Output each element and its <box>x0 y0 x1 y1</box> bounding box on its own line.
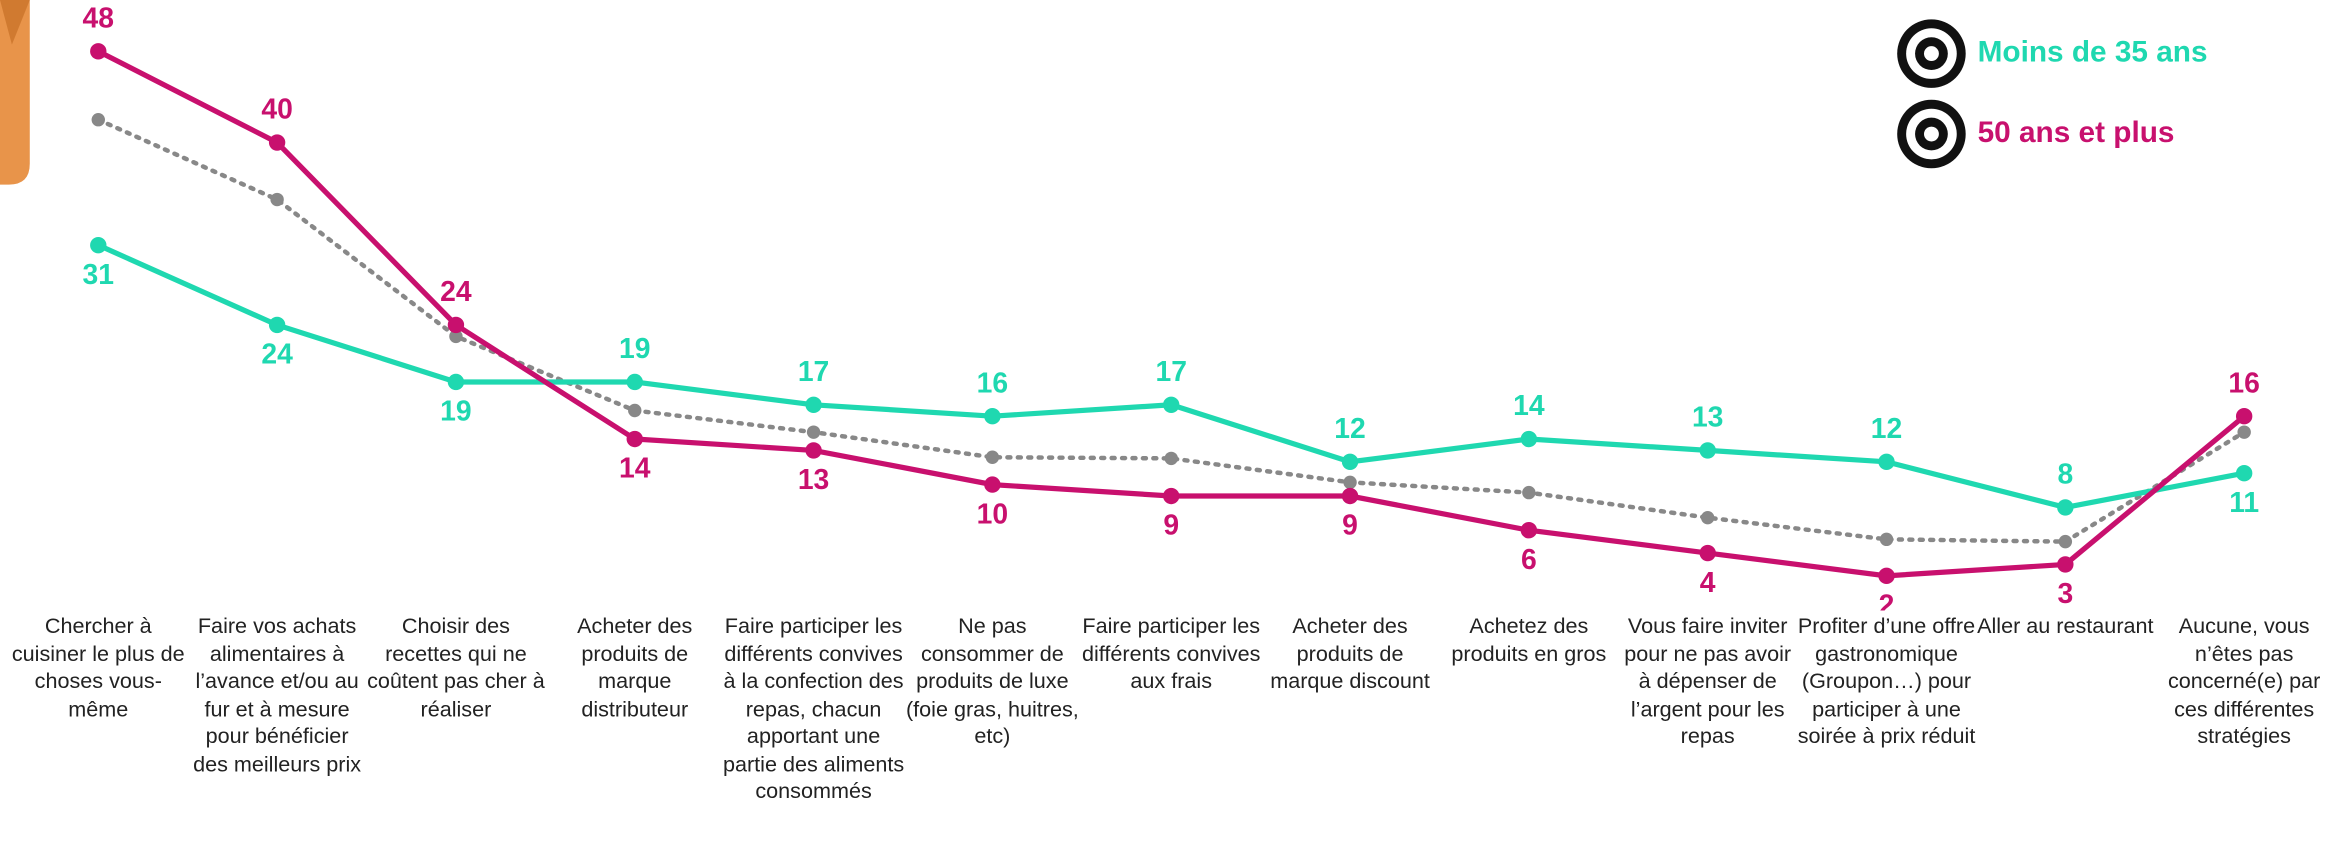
data-label: 16 <box>977 366 1008 398</box>
decoration <box>0 0 30 45</box>
data-point <box>2058 534 2073 549</box>
data-point <box>1164 451 1178 466</box>
data-point <box>1700 510 1715 525</box>
x-tick-label: Aller au restaurant <box>1977 615 2154 639</box>
x-tick-label: Chercher à cuisiner le plus de choses vo… <box>11 615 185 722</box>
data-point <box>628 403 642 418</box>
x-tick-label: Vous faire inviter pour ne pas avoir à d… <box>1624 615 1792 750</box>
decoration <box>0 0 30 185</box>
x-tick-label: Profiter d’une offre gastronomique (Grou… <box>1797 615 1976 750</box>
data-point <box>805 442 822 459</box>
data-point <box>1341 487 1359 505</box>
data-point <box>1699 544 1716 562</box>
data-label: 3 <box>2057 577 2073 609</box>
data-point <box>447 316 465 334</box>
data-point <box>268 316 286 334</box>
data-label: 19 <box>440 395 471 427</box>
series-line <box>96 117 2247 544</box>
data-label: 9 <box>1163 509 1179 541</box>
data-point <box>268 134 286 151</box>
data-label: 14 <box>619 452 651 484</box>
x-tick-label: Acheter des produits de marque distribut… <box>577 615 693 722</box>
data-point <box>2235 465 2253 482</box>
data-label: 12 <box>1334 412 1365 444</box>
data-point <box>1520 430 1538 448</box>
data-point <box>984 476 1001 493</box>
data-point <box>270 192 284 207</box>
data-label: 40 <box>261 93 292 125</box>
data-label: 16 <box>2228 366 2259 398</box>
data-point <box>449 329 463 344</box>
data-point <box>1163 396 1180 413</box>
x-tick-label: Choisir des recettes qui ne coûtent pas … <box>367 615 545 722</box>
data-label: 48 <box>83 2 114 34</box>
data-label: 12 <box>1871 412 1902 444</box>
data-point <box>1163 487 1180 505</box>
x-tick-label: Faire participer les différents convives… <box>722 615 905 805</box>
data-point <box>985 450 1000 464</box>
x-tick-label: Achetez des produits en gros <box>1451 615 1607 667</box>
x-tick-label: Acheter des produits de marque discount <box>1270 615 1430 694</box>
data-point <box>1878 567 1895 585</box>
data-point <box>626 373 643 391</box>
data-label: 19 <box>619 332 650 364</box>
data-point <box>1522 485 1536 500</box>
x-tick-label: Faire vos achats alimentaires à l’avance… <box>193 615 362 777</box>
data-point <box>1341 453 1359 471</box>
data-point <box>806 425 821 439</box>
x-tick-label: Faire participer les différents convives… <box>1081 615 1261 694</box>
x-tick-label: Aucune, vous n’êtes pas concerné(e) par … <box>2167 615 2321 750</box>
data-label: 6 <box>1521 543 1537 575</box>
data-label: 31 <box>83 258 114 290</box>
data-point <box>805 396 822 413</box>
x-tick-label: Ne pas consommer de produits de luxe (fo… <box>905 615 1079 750</box>
data-label: 13 <box>1692 401 1723 433</box>
data-label: 4 <box>1700 566 1716 598</box>
legend-icon <box>1923 46 1939 62</box>
data-label: 24 <box>440 275 472 307</box>
data-label: 17 <box>798 355 829 387</box>
legend-label: 50 ans et plus <box>1978 116 2175 149</box>
data-label: 9 <box>1342 509 1358 541</box>
data-label: 14 <box>1513 389 1545 421</box>
data-point <box>1520 522 1538 539</box>
data-point <box>1879 532 1894 547</box>
data-point <box>984 408 1001 425</box>
data-label: 10 <box>977 497 1008 529</box>
data-point <box>91 113 105 127</box>
data-point <box>1343 475 1357 490</box>
legend-label: Moins de 35 ans <box>1978 35 2208 68</box>
data-point <box>447 373 465 391</box>
data-point <box>2237 425 2251 439</box>
data-point <box>2235 408 2253 425</box>
data-point <box>90 43 107 60</box>
data-point <box>626 430 643 448</box>
data-point <box>2057 556 2074 573</box>
data-point <box>90 236 107 254</box>
data-label: 11 <box>2229 486 2259 518</box>
data-label: 2 <box>1879 589 1895 611</box>
data-point <box>2057 499 2074 516</box>
data-label: 8 <box>2057 458 2073 490</box>
data-point <box>1878 453 1895 471</box>
data-label: 13 <box>798 463 829 495</box>
data-point <box>1699 442 1716 459</box>
legend-icon <box>1923 126 1939 142</box>
data-label: 17 <box>1155 355 1186 387</box>
data-label: 24 <box>261 338 293 370</box>
